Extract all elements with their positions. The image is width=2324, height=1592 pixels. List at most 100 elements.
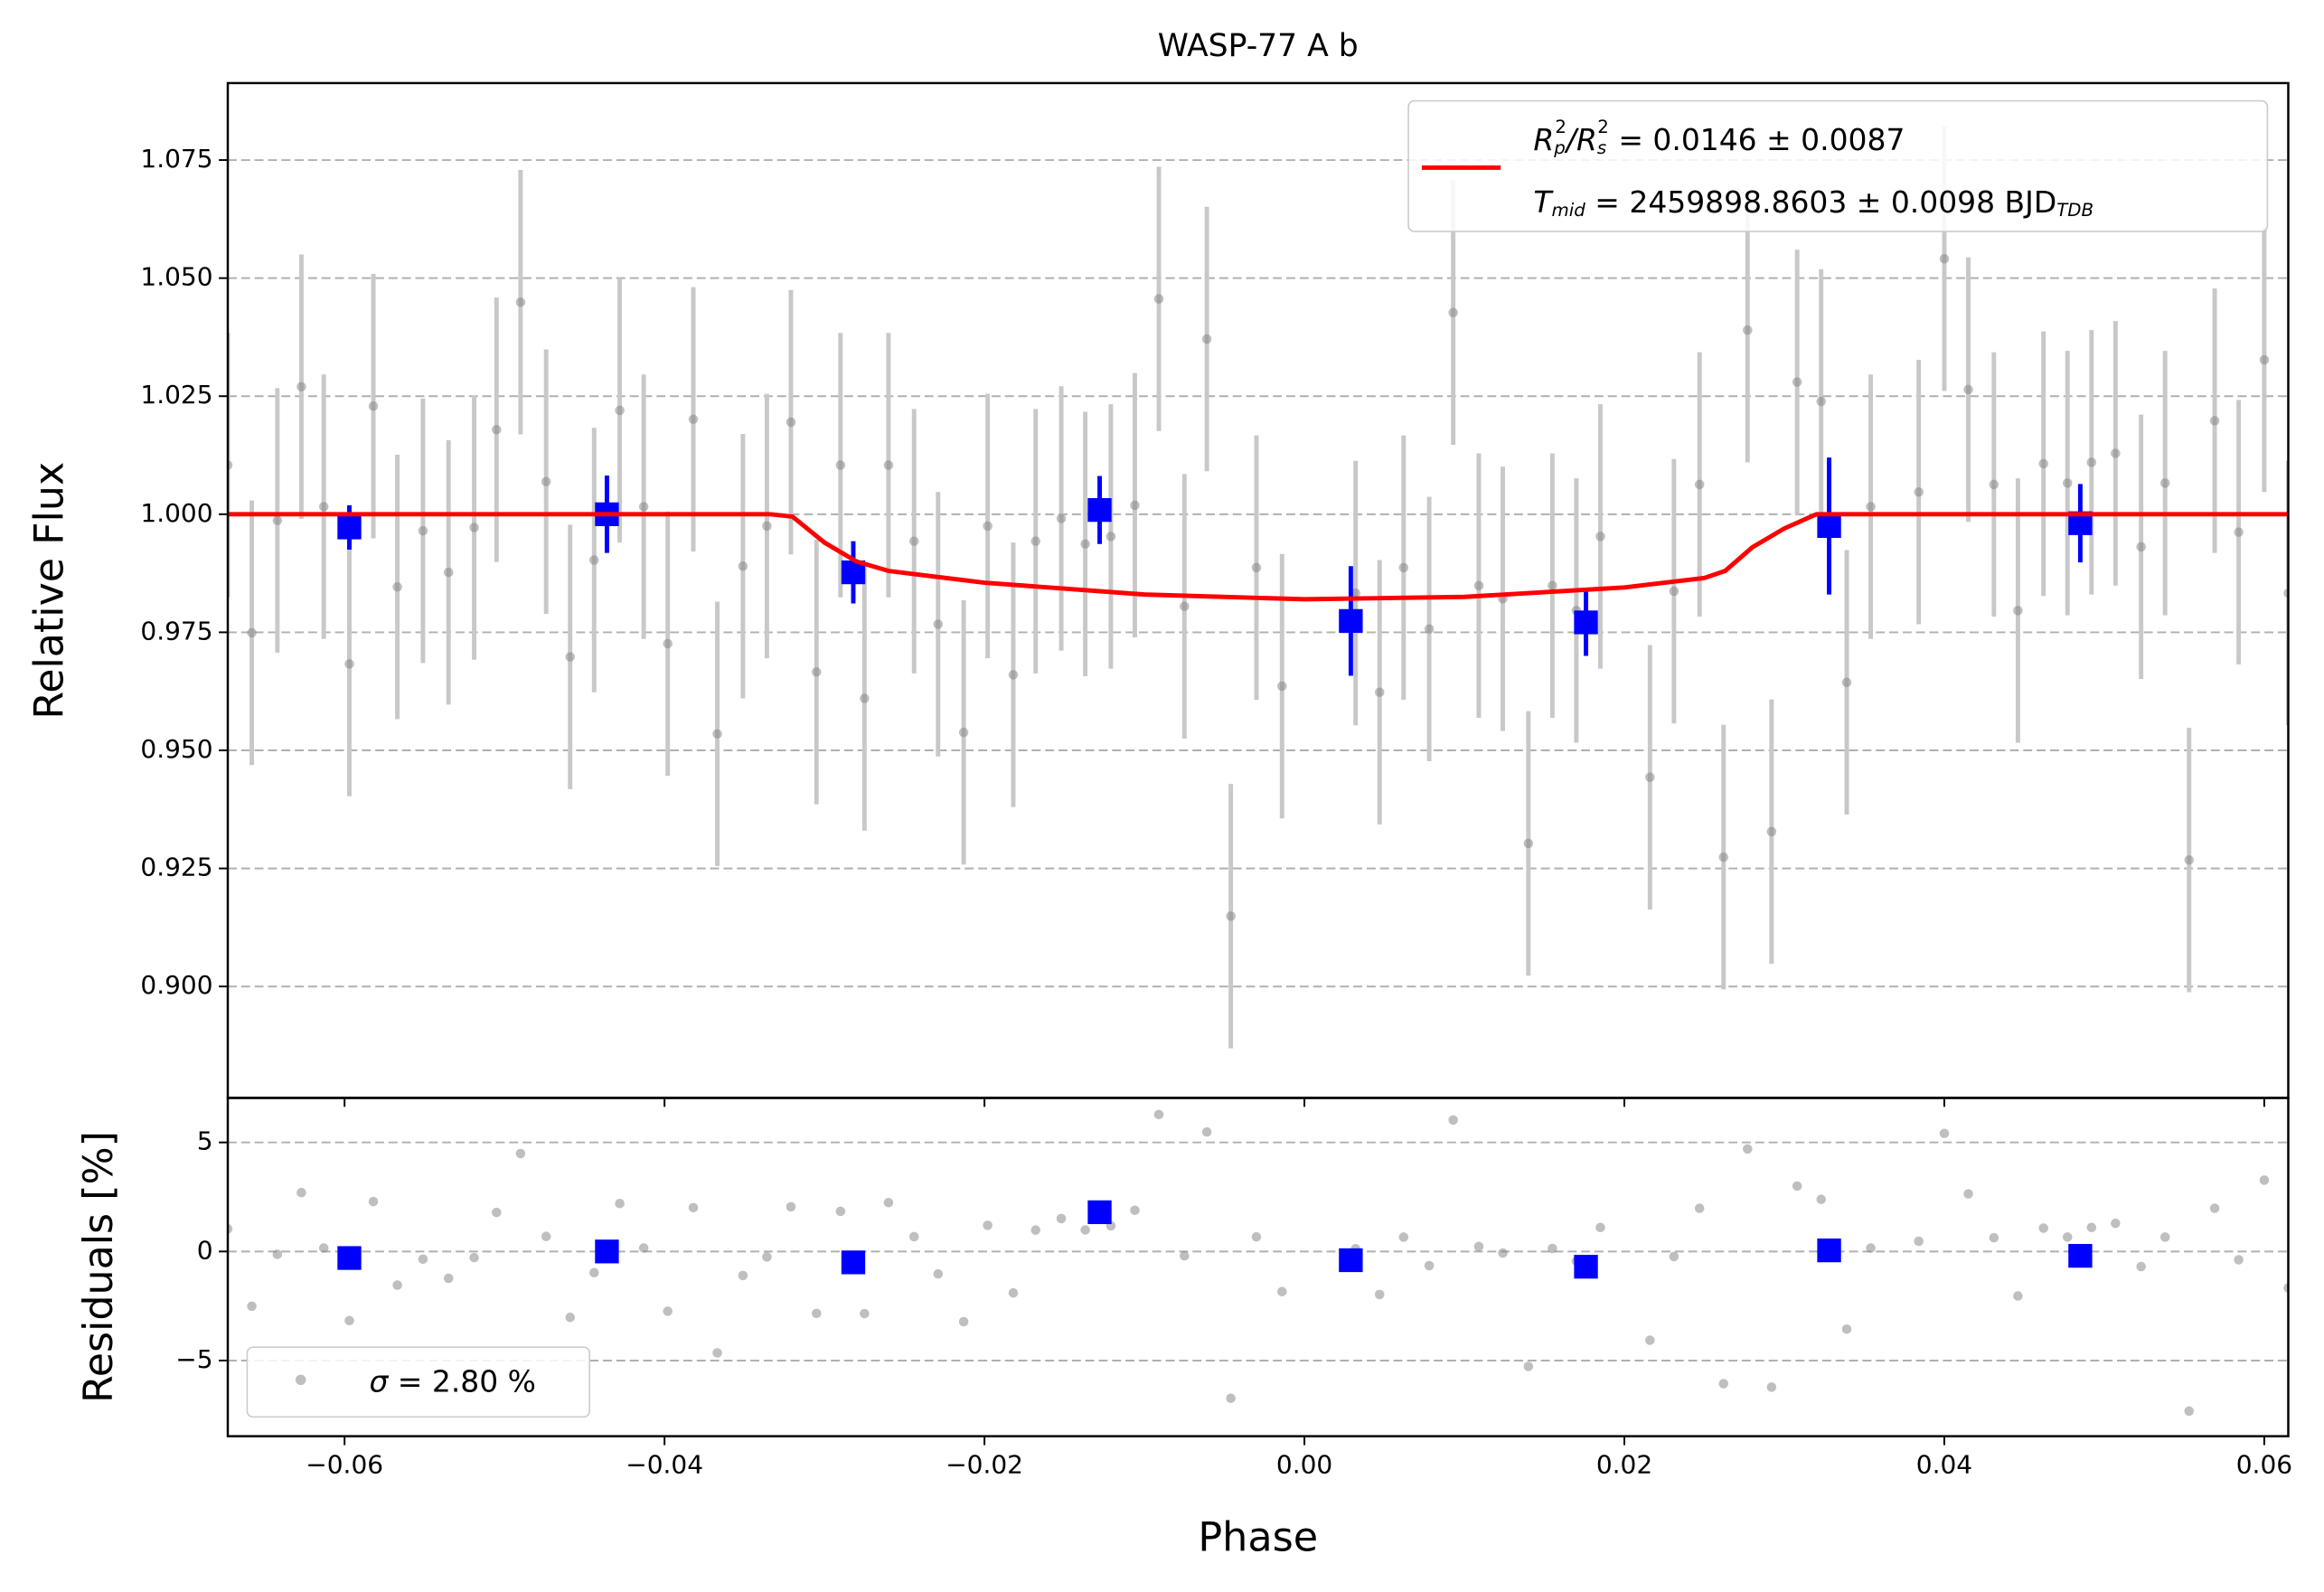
legend-text: = 2.80 % (388, 1363, 536, 1399)
data-point (860, 693, 870, 703)
binned-point (1574, 610, 1598, 635)
data-point (1792, 377, 1802, 387)
data-point (1277, 1286, 1287, 1296)
data-point (2038, 458, 2048, 469)
data-point (1180, 1250, 1190, 1261)
data-point (835, 460, 846, 470)
legend-label: σ = 2.80 % (369, 1363, 536, 1399)
data-point (1523, 1361, 1534, 1371)
data-point (1424, 1260, 1435, 1271)
data-point (296, 382, 306, 392)
data-point (1645, 1335, 1655, 1345)
legend-text: mid (1552, 200, 1586, 221)
data-point (1841, 677, 1852, 688)
legend-box (246, 1346, 591, 1418)
x-tick-label: 0.06 (2236, 1450, 2292, 1480)
legend: σ = 2.80 % (246, 1346, 591, 1418)
data-point (663, 1306, 673, 1316)
x-tick-label: 0.02 (1596, 1450, 1652, 1480)
data-point (933, 1268, 944, 1279)
data-point (1548, 1243, 1557, 1254)
data-point (1669, 586, 1679, 597)
data-point (983, 521, 993, 532)
data-point (2259, 1175, 2270, 1185)
data-point (638, 502, 649, 512)
data-point (2038, 1223, 2048, 1233)
y-tick-label: 0.925 (140, 853, 212, 882)
data-point (392, 1280, 402, 1290)
data-point (247, 1301, 257, 1312)
binned-point (1087, 498, 1112, 523)
legend-text: = 0.0146 ± 0.0087 (1609, 121, 1905, 156)
y-tick-label: −5 (175, 1344, 212, 1374)
legend-box (1407, 99, 2269, 232)
legend-text: p (1553, 137, 1566, 158)
data-point (515, 297, 526, 307)
data-point (2062, 478, 2073, 488)
data-point (2111, 448, 2121, 458)
y-tick-label: 1.000 (140, 498, 212, 528)
data-point (835, 1206, 846, 1217)
data-point (663, 638, 673, 649)
data-point (1448, 1115, 1458, 1126)
binned-point (337, 515, 362, 540)
data-point (443, 567, 454, 578)
data-point (1251, 562, 1262, 573)
data-point (272, 515, 283, 525)
data-point (272, 1249, 283, 1259)
data-point (565, 652, 575, 662)
binned-point (1574, 1255, 1598, 1279)
data-point (2159, 1232, 2170, 1242)
data-point (1080, 1225, 1090, 1235)
y-tick-label: 5 (197, 1126, 213, 1156)
data-point (615, 1199, 625, 1209)
data-point (1866, 1243, 1876, 1253)
legend-text: /R (1564, 121, 1597, 156)
legend-label: Rp2/Rs2 = 0.0146 ± 0.0087 (1533, 117, 1905, 158)
data-point (1398, 562, 1409, 573)
data-point (1766, 1382, 1777, 1392)
data-point (1473, 1241, 1484, 1252)
data-point (2013, 606, 2023, 616)
data-point (1448, 307, 1458, 318)
data-point (1080, 539, 1090, 549)
data-point (958, 1316, 969, 1327)
data-point (227, 1223, 233, 1234)
data-point (1914, 1236, 1924, 1247)
legend: Rp2/Rs2 = 0.0146 ± 0.0087 Tmid = 2459898… (1407, 99, 2269, 232)
data-point (2013, 1291, 2023, 1301)
x-tick-label: −0.04 (626, 1450, 703, 1480)
data-point (1841, 1324, 1852, 1334)
data-point (2136, 542, 2146, 552)
data-point (541, 1231, 551, 1241)
data-point (589, 555, 599, 565)
data-point (638, 1243, 649, 1253)
data-point (515, 1148, 526, 1159)
data-point (1694, 479, 1705, 490)
data-point (812, 1308, 822, 1319)
data-point (688, 1202, 699, 1213)
legend-text: TDB (2056, 200, 2093, 221)
data-point (492, 425, 502, 435)
binned-point (595, 1239, 619, 1264)
data-point (318, 1243, 329, 1253)
data-point (565, 1312, 575, 1323)
data-point (2209, 1203, 2220, 1213)
legend-text: = 2459898.8603 ± 0.0098 BJD (1585, 184, 2056, 219)
data-point (983, 1220, 993, 1230)
plot-layer: 0.900 0.925 0.950 0.975 1.000 1.025 1.050 1.075… (140, 81, 2292, 1480)
legend-text: 2 (1555, 117, 1567, 137)
data-point (2209, 416, 2220, 426)
binned-point (337, 1246, 362, 1270)
chart-title: WASP-77 A b (1158, 28, 1359, 64)
binned-point (2068, 1244, 2093, 1268)
data-point (908, 536, 919, 546)
x-tick-label: −0.06 (306, 1450, 383, 1480)
x-axis-label: Phase (1198, 1515, 1318, 1561)
legend-marker (295, 1374, 306, 1386)
data-point (1056, 1213, 1067, 1224)
data-point (1548, 580, 1557, 590)
data-point (2283, 1283, 2289, 1293)
legend-text: R (1533, 121, 1554, 156)
data-point (247, 627, 257, 638)
